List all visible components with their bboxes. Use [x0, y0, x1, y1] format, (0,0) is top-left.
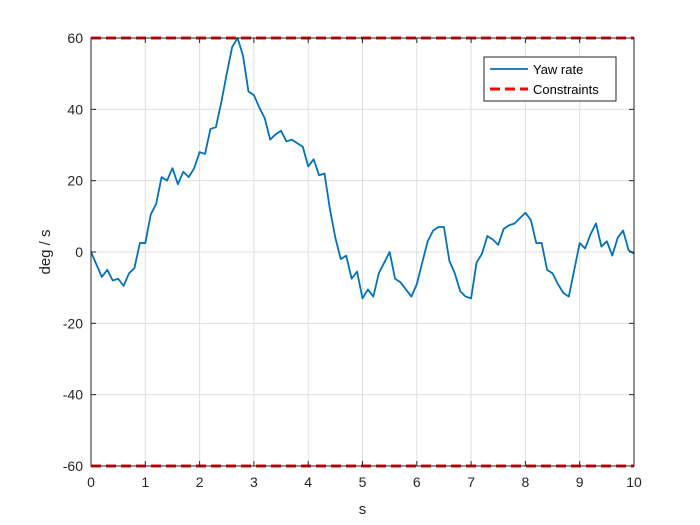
x-tick-label: 5	[359, 474, 367, 490]
x-tick-label: 4	[304, 474, 312, 490]
x-tick-label: 3	[250, 474, 258, 490]
y-tick-label: 60	[67, 30, 83, 46]
x-tick-label: 10	[626, 474, 642, 490]
legend: Yaw rate Constraints	[483, 56, 617, 102]
legend-box	[483, 56, 617, 102]
x-tick-label: 1	[141, 474, 149, 490]
x-tick-label: 7	[467, 474, 475, 490]
y-tick-label: -20	[63, 315, 83, 331]
x-tick-label: 0	[87, 474, 95, 490]
ticks	[90, 37, 635, 467]
series-line-yaw-rate	[90, 37, 635, 300]
x-tick-label: 6	[413, 474, 421, 490]
y-axis-label: deg / s	[37, 229, 54, 274]
y-tick-label: -60	[63, 458, 83, 474]
y-tick-label: 20	[67, 173, 83, 189]
x-tick-label: 8	[522, 474, 530, 490]
legend-label-constraints: Constraints	[533, 82, 599, 97]
y-tick-label: 0	[75, 244, 83, 260]
x-tick-label: 2	[196, 474, 204, 490]
y-tick-label: -40	[63, 387, 83, 403]
y-tick-label: 40	[67, 101, 83, 117]
x-tick-label: 9	[576, 474, 584, 490]
tick-labels: 0 1 2 3 4 5 6 7 8 9 10 -60 -40 -20 0 20 40 60	[63, 30, 642, 490]
legend-label-yaw-rate: Yaw rate	[533, 62, 583, 77]
x-axis-label: s	[359, 501, 367, 518]
